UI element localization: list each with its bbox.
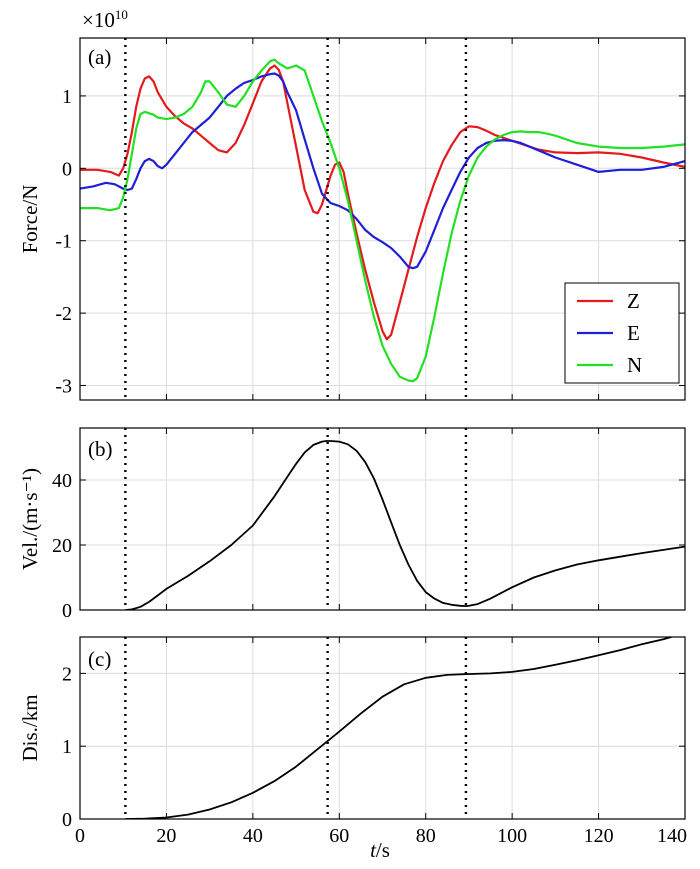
panel-b-label: (b) (88, 437, 113, 461)
ytick-label: 0 (62, 809, 72, 831)
ytick-label: -3 (55, 376, 72, 398)
series-line-n (80, 58, 685, 383)
panel-b-vlines (124, 428, 468, 610)
panel-b-ylabel: Vel./(m·s⁻¹) (18, 468, 42, 570)
panel-a-ylabel: Force/N (18, 185, 42, 254)
panel-c-vlines (124, 637, 468, 819)
series-line-distance (125, 637, 675, 819)
xtick-label: 0 (75, 825, 85, 847)
ytick-label: 0 (62, 158, 72, 180)
legend: Z E N (564, 282, 680, 384)
panel-a-series (80, 58, 685, 383)
x-axis-label-unit: /s (376, 838, 390, 862)
multiplier-base: ×10 (82, 8, 115, 32)
series-line-velocity (125, 440, 685, 610)
panel-c-grid (80, 637, 685, 819)
panel-c-ylabel: Dis./km (18, 694, 42, 761)
xtick-label: 120 (584, 825, 614, 847)
panel-b-yticks: 0 20 40 (52, 428, 686, 622)
x-axis-label: t/s (370, 838, 390, 862)
ytick-label: -2 (55, 303, 72, 325)
xtick-label: 60 (329, 825, 349, 847)
xtick-label: 100 (497, 825, 527, 847)
ytick-label: 1 (62, 86, 72, 108)
x-axis-label-var: t (370, 838, 377, 862)
legend-label-e: E (627, 321, 640, 345)
xtick-label: 40 (243, 825, 263, 847)
ytick-label: 20 (52, 535, 72, 557)
ytick-label: 0 (62, 600, 72, 622)
ytick-label: 40 (52, 470, 72, 492)
ytick-label: 2 (62, 663, 72, 685)
ytick-label: 1 (62, 736, 72, 758)
multiplier-exponent: 10 (115, 7, 128, 22)
panel-a-multiplier: ×1010 (82, 7, 128, 32)
panel-b-grid (80, 428, 685, 610)
panel-c-yticks: 0 1 2 (62, 637, 686, 831)
panel-a-vlines (124, 38, 468, 400)
panel-a: 10-1-2-3 (a) ×1010 Force/N Z E N (18, 7, 686, 401)
legend-label-z: Z (627, 289, 640, 313)
xtick-label: 80 (416, 825, 436, 847)
panel-c-xticks: 0 20 40 60 80 100 120 140 (75, 825, 687, 847)
panel-a-label: (a) (88, 45, 111, 69)
panel-a-frame (79, 37, 686, 401)
series-line-z (80, 64, 685, 341)
xtick-label: 140 (657, 825, 687, 847)
panel-c-frame (79, 636, 686, 820)
xtick-label: 20 (156, 825, 176, 847)
panel-c-series (125, 637, 675, 819)
panel-b-frame (79, 427, 686, 611)
panel-a-yticks: 1 0 -1 -2 -3 (55, 38, 686, 400)
panel-c: 0 1 2 0 20 40 60 80 100 120 140 (c) Dis./km t/s (18, 636, 687, 862)
panel-b-series (125, 440, 685, 610)
panel-c-label: (c) (88, 647, 111, 671)
legend-label-n: N (627, 353, 642, 377)
panel-b: 0 20 40 (b) Vel./(m·s⁻¹) (18, 427, 686, 622)
ytick-label: -1 (55, 231, 72, 253)
series-line-e (80, 72, 685, 270)
